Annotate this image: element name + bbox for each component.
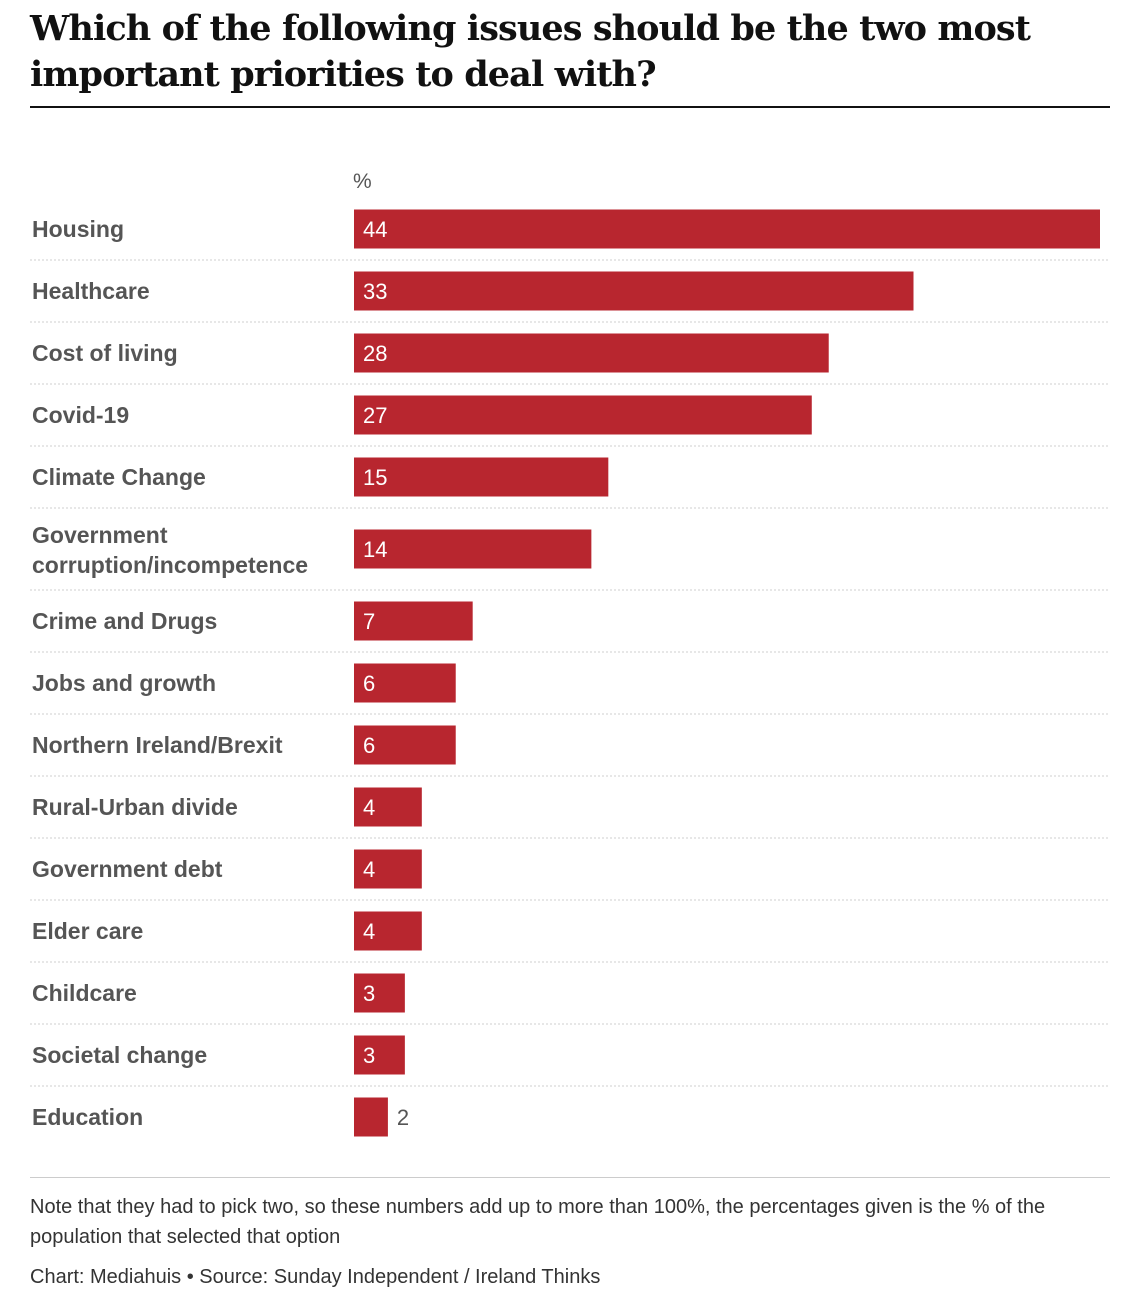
category-label-rural-urban-divide: Rural-Urban divide [32, 794, 238, 820]
bar-cost-of-living [354, 333, 829, 373]
category-label-elder-care: Elder care [32, 918, 143, 944]
category-label-northern-ireland-brexit: Northern Ireland/Brexit [32, 732, 283, 758]
bar-covid-19 [354, 395, 812, 435]
category-label-childcare: Childcare [32, 980, 137, 1006]
category-label-government-debt: Government debt [32, 856, 223, 882]
value-label-crime-and-drugs: 7 [363, 609, 375, 634]
value-label-covid-19: 27 [363, 403, 387, 428]
bar-elder-care [354, 911, 422, 951]
value-label-climate-change: 15 [363, 465, 387, 490]
bar-crime-and-drugs [354, 601, 473, 641]
bar-healthcare [354, 271, 914, 311]
bar-housing [354, 209, 1100, 249]
bar-northern-ireland-brexit [354, 725, 456, 765]
value-label-jobs-and-growth: 6 [363, 671, 375, 696]
chart-note: Note that they had to pick two, so these… [30, 1196, 1046, 1248]
value-label-housing: 44 [363, 217, 387, 242]
value-label-government-debt: 4 [363, 857, 375, 882]
value-label-rural-urban-divide: 4 [363, 795, 375, 820]
bar-jobs-and-growth [354, 663, 456, 703]
unit-label: % [353, 170, 372, 193]
value-label-healthcare: 33 [363, 279, 387, 304]
category-label-housing: Housing [32, 216, 124, 242]
chart-credit: Chart: Mediahuis • Source: Sunday Indepe… [30, 1266, 601, 1288]
bar-childcare [354, 973, 405, 1013]
category-label-jobs-and-growth: Jobs and growth [32, 670, 216, 696]
value-label-cost-of-living: 28 [363, 341, 387, 366]
bar-rural-urban-divide [354, 787, 422, 827]
category-label-education: Education [32, 1104, 143, 1130]
chart-title: Which of the following issues should be … [30, 8, 1031, 95]
bar-climate-change [354, 457, 609, 497]
bar-government-corruption-incompetence [354, 529, 592, 569]
category-label-government-corruption-incompetence: Government corruption/incompetence [32, 522, 308, 578]
category-label-climate-change: Climate Change [32, 464, 206, 490]
category-label-covid-19: Covid-19 [32, 402, 129, 428]
title-divider [30, 106, 1110, 108]
value-label-education: 2 [397, 1105, 409, 1130]
bar-education [354, 1097, 388, 1137]
category-label-healthcare: Healthcare [32, 278, 150, 304]
value-label-childcare: 3 [363, 981, 375, 1006]
value-label-elder-care: 4 [363, 919, 375, 944]
value-label-northern-ireland-brexit: 6 [363, 733, 375, 758]
footer-divider [30, 1177, 1110, 1178]
category-label-cost-of-living: Cost of living [32, 340, 178, 366]
bar-societal-change [354, 1035, 405, 1075]
category-label-crime-and-drugs: Crime and Drugs [32, 608, 217, 634]
value-label-societal-change: 3 [363, 1043, 375, 1068]
category-label-societal-change: Societal change [32, 1042, 207, 1068]
value-label-government-corruption-incompetence: 14 [363, 537, 387, 562]
bar-government-debt [354, 849, 422, 889]
